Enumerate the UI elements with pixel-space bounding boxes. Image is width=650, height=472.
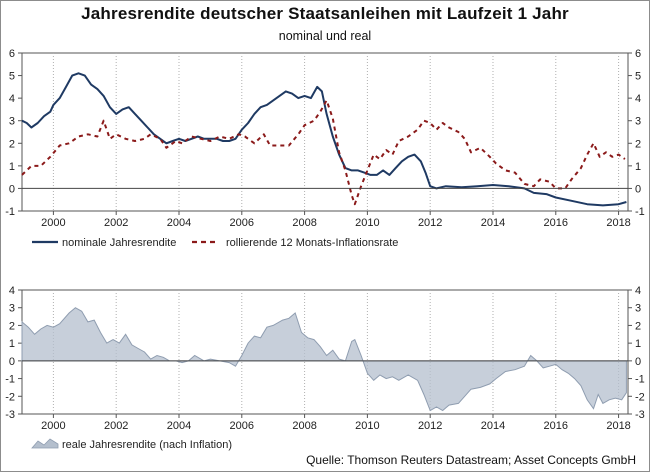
y-tick-label-right: 5 bbox=[635, 71, 641, 83]
x-tick-label: 2018 bbox=[606, 420, 630, 432]
x-tick-label: 2016 bbox=[544, 217, 568, 229]
legend-area-real bbox=[31, 438, 59, 449]
y-tick-label-left: -1 bbox=[5, 374, 15, 386]
y-tick-label-left: -3 bbox=[5, 409, 15, 421]
series-line-nominal bbox=[21, 72, 627, 207]
x-tick-label: 2000 bbox=[41, 420, 65, 432]
y-tick-label-right: 3 bbox=[635, 116, 641, 128]
y-tick-label-left: 0 bbox=[9, 183, 15, 195]
y-tick-label-left: 1 bbox=[9, 338, 15, 350]
y-tick-label-right: 6 bbox=[635, 48, 641, 60]
y-tick-label-right: -1 bbox=[635, 206, 645, 218]
y-tick-label-right: 2 bbox=[635, 320, 641, 332]
legend-label-real: reale Jahresrendite (nach Inflation) bbox=[62, 439, 232, 451]
plot-area bbox=[21, 52, 629, 212]
x-tick-label: 2008 bbox=[292, 420, 316, 432]
x-tick-label: 2000 bbox=[41, 217, 65, 229]
real-yield-panel: 2000 2002 2004 2006 2008 2010 2012 2014 2016 2018… bbox=[5, 285, 645, 432]
x-tick-label: 2018 bbox=[606, 217, 630, 229]
y-tick-label-left: 1 bbox=[9, 161, 15, 173]
top-legend: nominale Jahresrendite rollierende 12 Mo… bbox=[32, 237, 398, 249]
y-tick-label-right: -2 bbox=[635, 391, 645, 403]
y-tick-label-right: 1 bbox=[635, 161, 641, 173]
y-tick-label-left: 2 bbox=[9, 138, 15, 150]
x-tick-label: 2002 bbox=[104, 217, 128, 229]
x-tick-label: 2014 bbox=[481, 217, 505, 229]
x-tick-label: 2004 bbox=[167, 217, 191, 229]
source-note: Quelle: Thomson Reuters Datastream; Asse… bbox=[306, 453, 636, 467]
x-tick-label: 2002 bbox=[104, 420, 128, 432]
legend-label-inflation: rollierende 12 Monats-Inflationsrate bbox=[226, 237, 398, 249]
x-tick-label: 2010 bbox=[355, 420, 379, 432]
x-tick-label: 2016 bbox=[544, 420, 568, 432]
y-tick-label-right: 4 bbox=[635, 93, 641, 105]
y-tick-label-left: -1 bbox=[5, 206, 15, 218]
y-tick-label-left: 2 bbox=[9, 320, 15, 332]
x-tick-label: 2006 bbox=[230, 420, 254, 432]
series-area-real bbox=[21, 307, 627, 412]
y-tick-label-right: 1 bbox=[635, 338, 641, 350]
y-tick-label-right: 2 bbox=[635, 138, 641, 150]
y-tick-label-left: 6 bbox=[9, 48, 15, 60]
y-tick-label-left: 5 bbox=[9, 71, 15, 83]
y-tick-label-right: 0 bbox=[635, 356, 641, 368]
x-tick-label: 2010 bbox=[355, 217, 379, 229]
legend-label-nominal: nominale Jahresrendite bbox=[62, 237, 176, 249]
bottom-legend: reale Jahresrendite (nach Inflation) bbox=[31, 438, 232, 451]
y-tick-label-right: 0 bbox=[635, 183, 641, 195]
x-tick-label: 2014 bbox=[481, 420, 505, 432]
y-tick-label-right: 3 bbox=[635, 303, 641, 315]
y-tick-label-right: -3 bbox=[635, 409, 645, 421]
y-tick-label-left: -2 bbox=[5, 391, 15, 403]
chart-title: Jahresrendite deutscher Staatsanleihen m… bbox=[81, 4, 569, 23]
y-tick-label-right: 4 bbox=[635, 285, 641, 297]
y-tick-label-left: 3 bbox=[9, 303, 15, 315]
nominal-real-panel: 2000 2002 2004 2006 2008 2010 2012 2014 2016 2018… bbox=[5, 48, 645, 229]
y-tick-label-left: 4 bbox=[9, 93, 15, 105]
y-tick-label-left: 4 bbox=[9, 285, 15, 297]
chart-subtitle: nominal und real bbox=[278, 29, 372, 43]
x-tick-label: 2012 bbox=[418, 217, 442, 229]
x-tick-label: 2008 bbox=[292, 217, 316, 229]
x-tick-label: 2004 bbox=[167, 420, 191, 432]
x-tick-label: 2006 bbox=[230, 217, 254, 229]
y-tick-label-left: 0 bbox=[9, 356, 15, 368]
x-tick-label: 2012 bbox=[418, 420, 442, 432]
series-line-inflation bbox=[21, 99, 626, 206]
y-tick-label-left: 3 bbox=[9, 116, 15, 128]
y-tick-label-right: -1 bbox=[635, 374, 645, 386]
